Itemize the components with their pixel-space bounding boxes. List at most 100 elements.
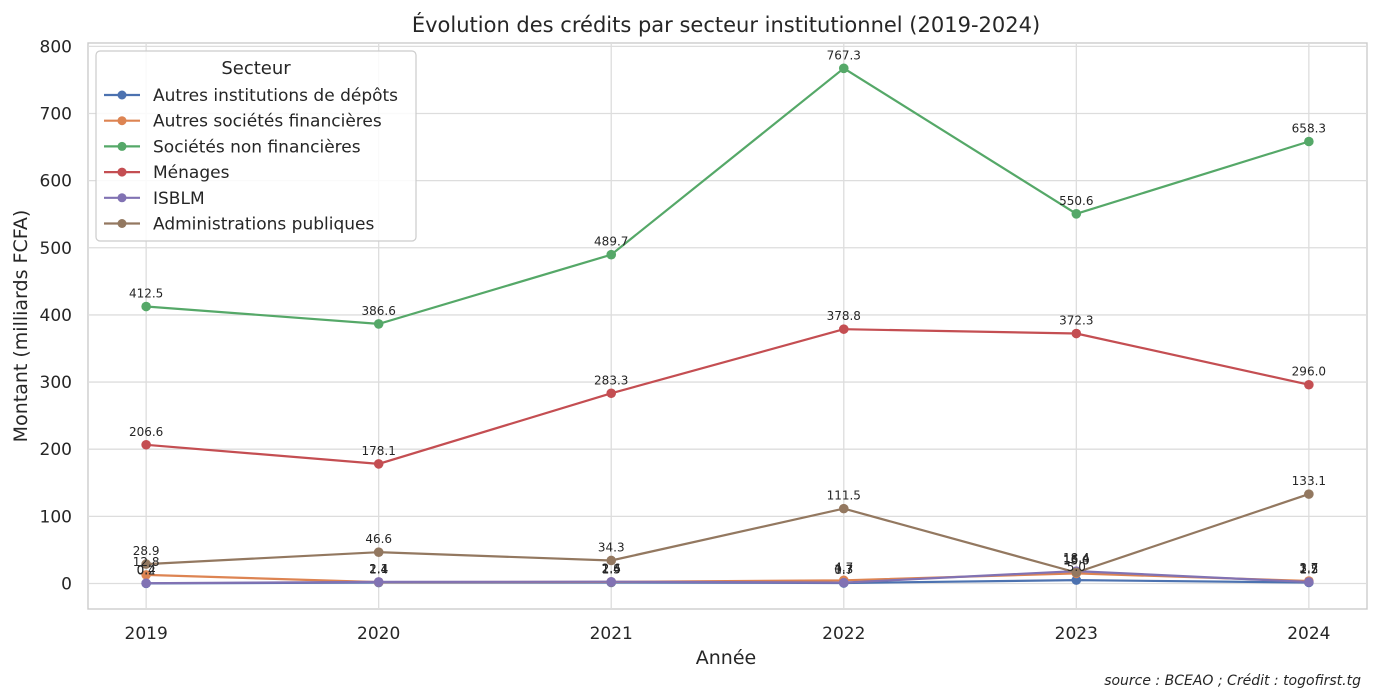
legend-entry: Sociétés non financières — [153, 137, 361, 157]
legend-swatch-marker — [117, 219, 127, 228]
series-2-data-label: 3.7 — [1299, 561, 1318, 575]
legend-swatch-marker — [117, 90, 127, 100]
x-tick-label: 2023 — [1055, 624, 1098, 644]
series-6-line — [146, 493, 1310, 574]
series-4-point — [141, 439, 151, 450]
y-tick-label: 600 — [40, 172, 72, 192]
series-2-data-label: 12.8 — [133, 555, 160, 569]
series-6-data-label: 111.5 — [827, 489, 861, 503]
series-6-point — [373, 547, 384, 557]
series-4-data-label: 372.3 — [1059, 314, 1093, 328]
x-tick-label: 2021 — [590, 624, 633, 644]
source-credit: source : BCEAO ; Crédit : togofirst.tg — [1104, 673, 1361, 689]
series-3-data-label: 386.6 — [362, 304, 396, 318]
series-2-point — [141, 570, 151, 580]
series-layer — [141, 63, 1314, 589]
legend-entry: Administrations publiques — [153, 215, 374, 235]
series-5-line — [146, 569, 1309, 585]
series-2-data-label: 2.1 — [369, 562, 388, 576]
y-tick-label: 0 — [61, 574, 72, 594]
series-6-point — [606, 555, 617, 566]
series-4-data-label: 296.0 — [1292, 365, 1326, 379]
series-5-point — [1304, 577, 1314, 587]
series-5-point — [606, 576, 617, 587]
series-5-point — [373, 577, 384, 587]
series-5-data-label: 2.2 — [1299, 562, 1318, 576]
series-3-point — [1304, 136, 1314, 147]
series-5-data-label: 1.3 — [834, 563, 853, 577]
legend: Secteur Autres institutions de dépôtsAut… — [95, 50, 417, 242]
legend-entry: Ménages — [153, 163, 230, 183]
y-axis-label: Montant (milliards FCFA) — [10, 210, 32, 443]
series-3-point — [373, 319, 384, 329]
y-tick-label: 700 — [40, 104, 72, 124]
y-axis-ticks: 0 100 200 300 400 500 600 700 800 — [40, 37, 72, 594]
series-6-point — [1071, 567, 1082, 578]
series-6-point — [838, 503, 849, 514]
series-4-line — [146, 328, 1310, 465]
series-3-line — [146, 67, 1310, 325]
legend-items: Autres institutions de dépôts Autres soci… — [104, 86, 398, 235]
x-tick-label: 2020 — [357, 624, 400, 644]
y-tick-label: 100 — [40, 507, 72, 527]
x-tick-label: 2019 — [125, 624, 168, 644]
series-3-point — [141, 301, 151, 312]
series-6-point — [1304, 489, 1314, 499]
y-tick-label: 300 — [40, 373, 72, 393]
series-4-point — [373, 459, 384, 469]
series-3-point — [1071, 209, 1082, 219]
y-tick-label: 500 — [40, 239, 72, 259]
series-6-data-label: 28.9 — [133, 544, 160, 558]
series-1-data-label: 0.2 — [137, 563, 156, 577]
series-3-point — [838, 63, 849, 74]
series-6-point — [141, 559, 151, 569]
chart-title: Évolution des crédits par secteur instit… — [412, 12, 1040, 37]
series-4-point — [1304, 379, 1314, 390]
legend-title: Secteur — [221, 58, 291, 79]
y-tick-label: 400 — [40, 306, 72, 326]
x-tick-label: 2024 — [1287, 624, 1330, 644]
series-5-data-label: 0.4 — [137, 563, 156, 577]
series-5-data-label: 2.6 — [602, 562, 621, 576]
series-3-data-label: 412.5 — [129, 287, 163, 301]
series-5-point — [838, 577, 849, 588]
series-6-data-label: 16.4 — [1063, 552, 1090, 566]
legend-swatch-marker — [117, 116, 127, 126]
y-tick-label: 800 — [40, 37, 72, 57]
series-4-data-label: 178.1 — [362, 444, 396, 458]
series-3-data-label: 550.6 — [1059, 194, 1093, 208]
series-6-data-label: 46.6 — [365, 532, 392, 546]
legend-entry: ISBLM — [153, 189, 205, 209]
series-1-data-label: 1.4 — [369, 563, 388, 577]
series-3-point — [606, 249, 617, 260]
series-1-point — [1071, 575, 1082, 585]
series-1-data-label: 1.5 — [1299, 562, 1318, 576]
legend-entry: Autres sociétés financières — [153, 112, 382, 132]
series-5-data-label: 2.4 — [369, 562, 388, 576]
x-axis-ticks: 2019 2020 2021 2022 2023 2024 — [125, 624, 1331, 644]
series-4-point — [606, 388, 617, 399]
series-5-data-label: 18.4 — [1063, 551, 1090, 565]
series-6-data-label: 34.3 — [598, 540, 625, 554]
legend-swatch-marker — [117, 193, 127, 203]
series-2-data-label: 15.0 — [1063, 553, 1090, 567]
series-1-data-label: 5.0 — [1067, 560, 1086, 574]
legend-swatch-marker — [117, 141, 127, 151]
series-4-point — [1071, 328, 1082, 339]
series-5-point — [141, 578, 151, 589]
series-3-data-label: 658.3 — [1292, 121, 1326, 135]
legend-entry: Autres institutions de dépôts — [153, 86, 398, 106]
series-6-data-label: 133.1 — [1292, 474, 1326, 488]
data-labels: 0.2 1.4 1.5 0.7 5.0 1.512.82.1 2.4 4.7 15.03.741… — [129, 48, 1326, 577]
series-4-data-label: 283.3 — [594, 373, 628, 387]
series-3-data-label: 767.3 — [827, 48, 861, 62]
series-1-data-label: 1.5 — [602, 562, 621, 576]
series-4-data-label: 206.6 — [129, 425, 163, 439]
x-axis-label: Année — [696, 647, 756, 669]
series-2-data-label: 4.7 — [834, 560, 853, 574]
series-3-data-label: 489.7 — [594, 235, 628, 249]
x-tick-label: 2022 — [822, 624, 865, 644]
series-4-data-label: 378.8 — [827, 309, 861, 323]
y-tick-label: 200 — [40, 440, 72, 460]
